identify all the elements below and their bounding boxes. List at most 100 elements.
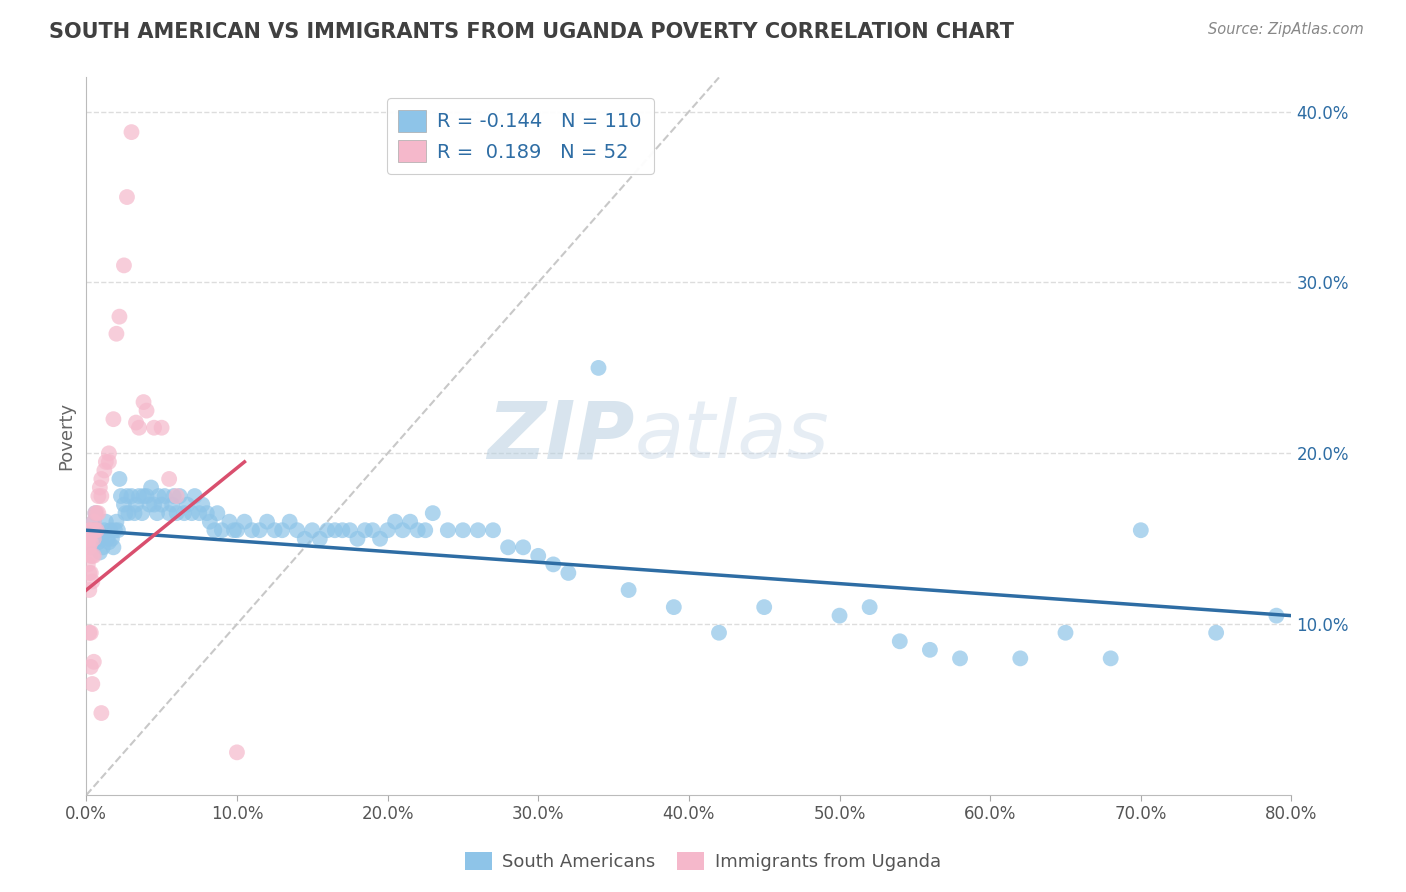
Point (859, 600, 882, 615)
Point (754, 600, 776, 615)
Point (148, 489, 170, 503)
Point (79, 566, 101, 580)
Point (80, 535, 103, 549)
Point (1205, 625, 1227, 640)
Point (169, 489, 191, 503)
Point (1054, 625, 1077, 640)
Point (87, 506, 110, 520)
Point (97, 535, 120, 549)
Point (496, 541, 519, 555)
Point (135, 403, 157, 417)
Point (108, 310, 131, 324)
Point (82, 574, 104, 589)
Point (93, 523, 115, 537)
Point (278, 515, 301, 529)
Point (131, 506, 153, 520)
Point (346, 532, 368, 546)
Point (82, 549, 104, 563)
Point (160, 498, 183, 512)
Point (138, 498, 160, 512)
Point (143, 498, 166, 512)
Point (124, 506, 146, 520)
Point (80, 625, 103, 640)
Point (406, 523, 429, 537)
Point (195, 506, 218, 520)
Point (76, 541, 98, 555)
Point (117, 506, 139, 520)
Point (79, 532, 101, 546)
Point (100, 523, 122, 537)
Point (89, 545, 111, 559)
Point (79, 625, 101, 640)
Point (90, 706, 112, 720)
Point (271, 523, 294, 537)
Point (828, 608, 851, 623)
Point (180, 506, 202, 520)
Point (301, 523, 323, 537)
Point (249, 523, 271, 537)
Point (467, 523, 489, 537)
Point (90, 472, 112, 486)
Point (557, 566, 579, 580)
Point (83, 655, 105, 669)
Legend: South Americans, Immigrants from Uganda: South Americans, Immigrants from Uganda (457, 845, 949, 879)
Point (96, 532, 118, 546)
Point (121, 125, 143, 139)
Point (173, 506, 195, 520)
Point (308, 532, 330, 546)
Point (104, 523, 127, 537)
Point (157, 506, 180, 520)
Point (211, 523, 233, 537)
Point (112, 259, 135, 273)
Point (86, 523, 108, 537)
Point (80, 541, 103, 555)
Point (662, 600, 685, 615)
Point (103, 541, 125, 555)
Point (128, 420, 150, 434)
Point (512, 541, 534, 555)
Point (82, 523, 104, 537)
Point (1010, 651, 1032, 665)
Point (125, 416, 148, 430)
Point (207, 506, 229, 520)
Point (399, 515, 422, 529)
Point (128, 489, 150, 503)
Point (91, 541, 114, 555)
Point (139, 481, 162, 495)
Point (84, 506, 107, 520)
Point (918, 643, 941, 657)
Point (83, 532, 105, 546)
Point (285, 523, 308, 537)
Point (339, 523, 361, 537)
Point (97, 446, 120, 460)
Point (361, 523, 384, 537)
Point (527, 549, 550, 563)
Point (101, 532, 124, 546)
Point (150, 420, 173, 434)
Point (240, 523, 263, 537)
Point (83, 515, 105, 529)
Point (80, 660, 103, 674)
Point (146, 506, 169, 520)
Point (87, 489, 110, 503)
Point (263, 523, 285, 537)
Point (80, 523, 103, 537)
Point (84, 506, 107, 520)
Point (543, 558, 565, 572)
Legend: R = -0.144   N = 110, R =  0.189   N = 52: R = -0.144 N = 110, R = 0.189 N = 52 (387, 98, 654, 174)
Point (226, 745, 249, 759)
Point (132, 395, 155, 409)
Text: ZIP: ZIP (488, 397, 634, 475)
Point (89, 481, 111, 495)
Point (112, 498, 135, 512)
Point (163, 489, 186, 503)
Point (384, 515, 406, 529)
Point (176, 498, 198, 512)
Point (87, 535, 110, 549)
Point (368, 532, 391, 546)
Point (1129, 523, 1152, 537)
Point (889, 634, 911, 648)
Point (482, 523, 505, 537)
Point (90, 532, 112, 546)
Point (222, 523, 245, 537)
